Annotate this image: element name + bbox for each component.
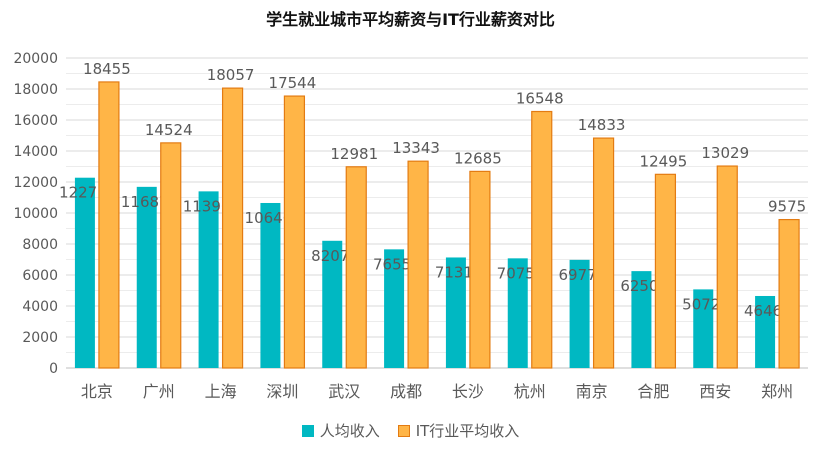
x-tick-label: 北京 xyxy=(81,382,113,401)
legend-swatch-it xyxy=(397,424,410,437)
bar-it xyxy=(778,218,800,369)
data-label-per-capita: 8207 xyxy=(311,247,349,265)
bar-per-capita xyxy=(198,191,219,368)
bar-per-capita xyxy=(322,240,343,368)
y-tick-label: 6000 xyxy=(22,268,58,284)
data-label-it: 13029 xyxy=(701,144,749,162)
data-label-per-capita: 4646 xyxy=(744,302,782,320)
y-tick-label: 16000 xyxy=(13,113,58,129)
legend-item-it[interactable]: IT行业平均收入 xyxy=(397,420,520,441)
y-tick-label: 0 xyxy=(49,361,58,377)
data-label-per-capita: 5072 xyxy=(682,295,720,313)
legend-label-per-capita: 人均收入 xyxy=(319,422,380,440)
data-label-per-capita: 6250 xyxy=(620,277,658,295)
legend-swatch-per-capita xyxy=(301,424,314,437)
data-label-it: 14833 xyxy=(578,116,626,134)
data-label-per-capita: 6977 xyxy=(558,266,596,284)
y-tick-label: 8000 xyxy=(22,237,58,253)
y-tick-label: 10000 xyxy=(13,206,58,222)
y-tick-label: 14000 xyxy=(13,144,58,160)
x-tick-label: 武汉 xyxy=(328,382,360,401)
bar-it xyxy=(592,137,615,369)
bar-per-capita xyxy=(631,271,652,368)
bar-per-capita xyxy=(74,177,95,368)
bar-it xyxy=(221,87,244,369)
data-label-it: 12685 xyxy=(454,149,502,167)
legend: 人均收入 IT行业平均收入 xyxy=(0,420,821,441)
bar-per-capita xyxy=(569,259,590,368)
x-tick-label: 长沙 xyxy=(452,382,484,401)
bar-it xyxy=(98,81,120,369)
bar-it xyxy=(407,160,429,369)
bar-per-capita xyxy=(136,186,157,368)
x-tick-label: 成都 xyxy=(390,382,422,401)
bar-it xyxy=(716,165,738,369)
x-tick-label: 广州 xyxy=(143,382,175,401)
data-label-it: 9575 xyxy=(768,198,806,216)
legend-item-per-capita[interactable]: 人均收入 xyxy=(301,420,380,441)
data-label-per-capita: 7655 xyxy=(373,255,411,273)
bar-per-capita xyxy=(693,289,714,368)
data-label-per-capita: 7131 xyxy=(435,263,473,281)
data-label-it: 12981 xyxy=(330,145,378,163)
x-tick-label: 杭州 xyxy=(514,382,546,401)
x-tick-label: 西安 xyxy=(699,382,731,401)
bar-per-capita xyxy=(755,295,776,368)
data-label-it: 13343 xyxy=(392,139,440,157)
legend-label-it: IT行业平均收入 xyxy=(415,422,520,440)
x-tick-label: 上海 xyxy=(205,382,237,401)
data-label-per-capita: 7075 xyxy=(497,264,535,282)
data-label-per-capita: 11687 xyxy=(121,193,169,211)
bar-per-capita xyxy=(260,202,281,368)
x-tick-label: 深圳 xyxy=(266,382,298,401)
bar-per-capita xyxy=(445,257,466,368)
data-label-it: 14524 xyxy=(145,121,193,139)
y-tick-label: 12000 xyxy=(13,175,58,191)
bar-it xyxy=(345,166,367,369)
data-label-it: 18455 xyxy=(83,60,131,78)
bar-per-capita xyxy=(507,258,528,368)
bar-it xyxy=(531,110,553,369)
x-tick-label: 郑州 xyxy=(761,382,793,401)
data-label-per-capita: 12277 xyxy=(59,184,107,202)
data-label-it: 12495 xyxy=(640,152,688,170)
y-tick-label: 18000 xyxy=(13,82,58,98)
y-tick-label: 4000 xyxy=(22,299,58,315)
bar-it xyxy=(654,173,677,369)
data-label-per-capita: 10646 xyxy=(245,209,293,227)
y-tick-label: 20000 xyxy=(13,51,58,67)
data-label-it: 16548 xyxy=(516,90,564,108)
bar-it xyxy=(160,142,182,369)
bar-it xyxy=(469,170,491,369)
x-tick-label: 合肥 xyxy=(637,382,669,401)
y-tick-label: 2000 xyxy=(22,330,58,346)
x-tick-label: 南京 xyxy=(576,382,608,401)
chart-title: 学生就业城市平均薪资与IT行业薪资对比 xyxy=(266,10,555,29)
data-label-per-capita: 11396 xyxy=(183,197,231,215)
bar-it xyxy=(283,95,306,369)
bar-per-capita xyxy=(384,249,405,368)
data-label-it: 18057 xyxy=(207,66,255,84)
data-label-it: 17544 xyxy=(269,74,317,92)
